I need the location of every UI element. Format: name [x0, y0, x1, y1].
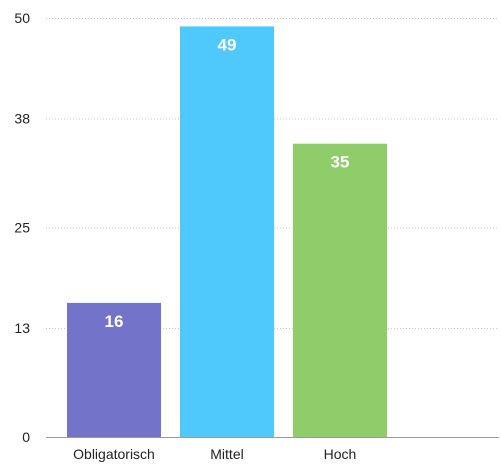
- y-tick-label: 50: [14, 10, 30, 26]
- y-tick-label: 38: [14, 111, 30, 127]
- y-tick-label: 25: [14, 220, 30, 236]
- y-tick-label: 0: [22, 429, 30, 445]
- x-category-label: Obligatorisch: [73, 446, 155, 462]
- bar-obligatorisch: [67, 302, 161, 437]
- y-tick-label: 13: [14, 320, 30, 336]
- bar-hoch: [293, 143, 387, 437]
- data-label: 16: [105, 312, 124, 331]
- data-label: 49: [218, 35, 237, 54]
- bar-mittel: [180, 26, 274, 437]
- x-category-label: Hoch: [324, 446, 357, 462]
- data-label: 35: [331, 153, 350, 172]
- x-category-label: Mittel: [210, 446, 243, 462]
